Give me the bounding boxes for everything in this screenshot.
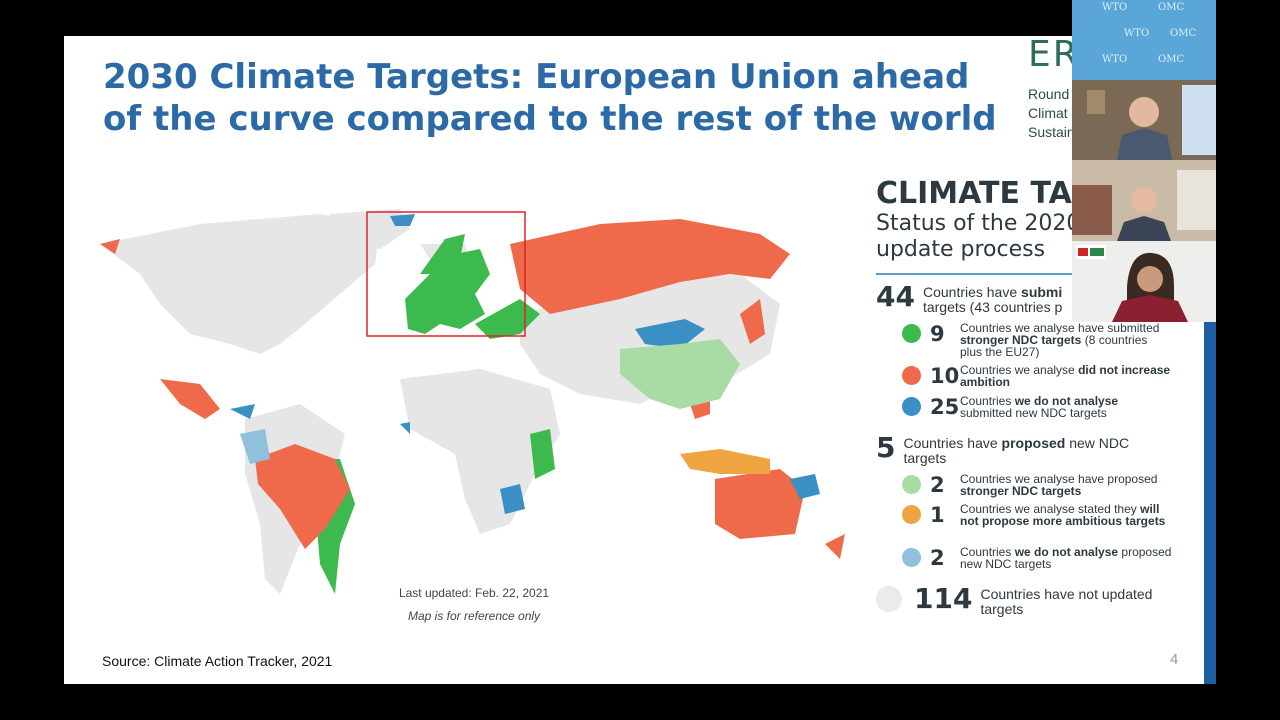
legend-count: 25 [930,395,960,419]
panel-divider [876,273,1076,275]
logo-line-2: Climat [1028,105,1068,121]
green-dot-icon [902,324,921,343]
submitted-text: Countries have submi targets (43 countrie… [922,284,1063,315]
proposed-text: Countries have proposed new NDC targets [903,435,1130,466]
orange-dot-icon [902,366,921,385]
era-logo: ER Round Climat Sustain [1028,36,1078,146]
legend-text: Countries we do not analyse proposed new… [960,545,1172,571]
legend-item-not-analysed: 25 Countries we do not analyse submitted… [902,395,1172,419]
submitted-summary: 44 Countries have submi targets (43 count… [876,282,1123,315]
wto-label: WTO [1124,28,1150,39]
legend-item-no-increase: 10 Countries we analyse did not increase… [902,364,1172,388]
legend-text: Countries we analyse stated they will no… [960,502,1166,528]
logo-line-1: Round [1028,86,1070,102]
map-proposed-stronger-countries [620,339,740,409]
map-reference-note: Map is for reference only [407,609,541,623]
amber-dot-icon [902,505,921,524]
video-participants-column: WTO OMC WTO OMC WTO OMC [1072,0,1216,322]
legend-text: Countries we do not analyse submitted ne… [960,394,1119,420]
logo-letters: ER [1028,36,1078,75]
legend-item-stronger: 9 Countries we analyse have submitted st… [902,322,1172,358]
map-no-increase-countries [100,219,845,559]
logo-line-3: Sustain [1028,124,1075,140]
video-tile-participant-2[interactable] [1072,160,1216,241]
world-map [100,209,845,594]
panel-subheading: Status of the 2020 update process [876,211,1081,262]
map-not-propose-countries [680,449,770,474]
legend-count: 2 [930,473,945,497]
wto-label: WTO [1102,54,1128,65]
video-tile-wto-backdrop[interactable]: WTO OMC WTO OMC WTO OMC [1072,0,1216,80]
participant-3-video [1072,241,1216,322]
video-tile-participant-1[interactable] [1072,80,1216,160]
omc-label: OMC [1170,28,1197,39]
europe-highlight-box [366,211,526,337]
light-green-dot-icon [902,475,921,494]
proposed-count: 5 [876,431,896,464]
source-citation: Source: Climate Action Tracker, 2021 [102,653,333,669]
legend-text: Countries we analyse have submitted stro… [960,321,1160,359]
legend-item-proposed-not-analysed: 2 Countries we do not analyse proposed n… [902,546,1172,570]
not-updated-count: 114 [914,582,973,615]
legend-item-not-propose: 1 Countries we analyse stated they will … [902,503,1172,527]
participant-1-video [1072,80,1216,160]
participant-2-video [1072,160,1216,241]
light-blue-dot-icon [902,548,921,567]
map-proposed-not-analysed-countries [240,429,270,464]
page-number: 4 [1170,651,1179,668]
submitted-count: 44 [876,280,915,313]
video-tile-participant-3[interactable] [1072,241,1216,322]
wto-label: WTO [1102,2,1128,13]
map-not-analysed-submitted-countries [230,214,820,514]
legend-item-proposed-stronger: 2 Countries we analyse have proposed str… [902,473,1172,497]
proposed-summary: 5 Countries have proposed new NDC target… [876,433,1143,466]
not-updated-text: Countries have not updated targets [980,586,1153,617]
omc-label: OMC [1158,54,1185,65]
legend-text: Countries we analyse have proposed stron… [960,472,1158,498]
climate-targets-panel: CLIMATE TAI Status of the 2020 update pr… [876,176,1206,646]
legend-count: 9 [930,322,945,346]
presentation-slide: 2030 Climate Targets: European Union ahe… [64,36,1216,684]
blue-dot-icon [902,397,921,416]
map-last-updated: Last updated: Feb. 22, 2021 [398,586,550,600]
not-updated-summary: 114 Countries have not updated targets [876,584,1170,617]
slide-title: 2030 Climate Targets: European Union ahe… [103,57,997,139]
omc-label: OMC [1158,2,1185,13]
legend-count: 2 [930,546,945,570]
legend-text: Countries we analyse did not increase am… [960,363,1171,389]
legend-count: 1 [930,503,945,527]
legend-count: 10 [930,364,960,388]
slide-accent-bar [1204,322,1216,684]
panel-heading: CLIMATE TAI [876,176,1083,211]
grey-dot-icon [876,586,902,612]
